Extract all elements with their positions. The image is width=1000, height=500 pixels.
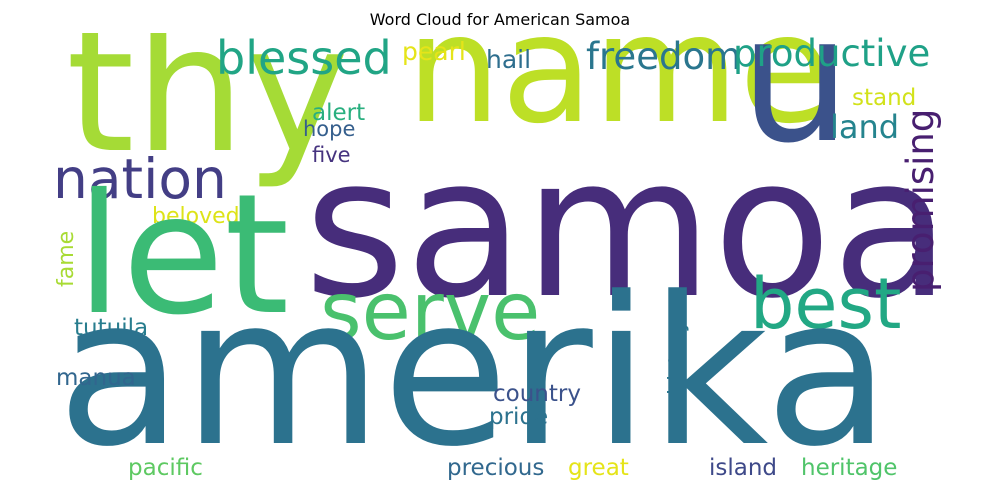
word-manua: manua <box>56 365 136 391</box>
word-country: country <box>493 381 581 407</box>
word-let: let <box>76 159 290 352</box>
word-heritage: heritage <box>801 455 898 481</box>
word-precious: precious <box>447 455 545 481</box>
word-tutuila: tutuila <box>74 315 149 341</box>
word-beloved: beloved <box>152 204 240 229</box>
word-freedom: freedom <box>586 35 742 78</box>
word-alert: alert <box>312 100 366 126</box>
word-great: great <box>568 455 629 481</box>
word-pacific: pacific <box>128 455 203 481</box>
word-amerika: amerika <box>57 254 891 483</box>
word-thy: thy <box>66 33 350 192</box>
word-promising: promising <box>899 108 942 292</box>
word-five: five <box>312 143 351 167</box>
word-land: land <box>830 108 900 146</box>
word-pride: pride <box>489 404 549 430</box>
word-cloud: thy name u blessed pearl hail freedom pr… <box>50 33 950 483</box>
word-blessed: blessed <box>216 33 392 85</box>
word-u: u <box>740 33 851 182</box>
word-stand: stand <box>852 85 917 111</box>
chart-title: Word Cloud for American Samoa <box>369 10 631 29</box>
word-samoa: samoa <box>304 115 950 341</box>
word-island: island <box>709 455 778 481</box>
word-best: best <box>750 263 902 345</box>
word-pearl: pearl <box>402 37 466 66</box>
word-hail: hail <box>486 45 532 74</box>
word-name: name <box>406 33 832 157</box>
word-nation: nation <box>53 147 227 211</box>
word-hope: hope <box>303 117 356 141</box>
word-productive: productive <box>733 33 931 75</box>
word-serve: serve <box>320 265 541 358</box>
